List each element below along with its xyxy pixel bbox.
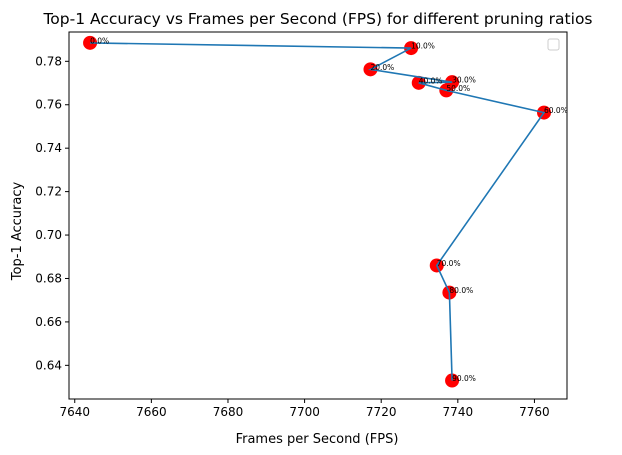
data-point-label: 70.0% <box>437 259 461 268</box>
x-axis-label: Frames per Second (FPS) <box>236 432 399 447</box>
x-tick-label: 7760 <box>519 405 550 419</box>
x-tick-label: 7660 <box>136 405 167 419</box>
y-axis-label: Top-1 Accuracy <box>10 182 25 282</box>
axes-frame <box>68 31 568 400</box>
y-tick-label: 0.70 <box>35 228 62 242</box>
data-point-label: 0.0% <box>90 36 109 45</box>
y-tick-label: 0.78 <box>35 54 62 68</box>
data-point-label: 40.0% <box>419 76 443 85</box>
chart-title: Top-1 Accuracy vs Frames per Second (FPS… <box>42 10 592 28</box>
y-tick-label: 0.68 <box>35 271 62 285</box>
data-point-label: 20.0% <box>370 63 394 72</box>
x-tick-label: 7720 <box>366 405 397 419</box>
legend-box <box>547 38 560 51</box>
x-tick-label: 7740 <box>443 405 474 419</box>
data-point-label: 30.0% <box>452 76 476 85</box>
y-axis-label-group: Top-1 Accuracy <box>10 182 25 282</box>
x-tick-label: 7680 <box>213 405 244 419</box>
y-tick-label: 0.74 <box>35 141 62 155</box>
x-tick-label: 7700 <box>289 405 320 419</box>
y-tick-label: 0.72 <box>35 185 62 199</box>
y-tick-label: 0.66 <box>35 315 62 329</box>
data-point-label: 80.0% <box>449 286 473 295</box>
x-tick-label: 7640 <box>59 405 90 419</box>
data-point-label: 10.0% <box>411 42 435 51</box>
plot-area: 7640 7660 7680 7700 7720 7740 7760 0.64 0.66 0.68… <box>35 35 568 419</box>
data-point-marker <box>445 373 460 388</box>
series-line <box>90 42 546 381</box>
data-point-label: 90.0% <box>452 374 476 383</box>
data-point-label: 60.0% <box>544 106 568 115</box>
data-point-label: 50.0% <box>446 84 470 93</box>
data-point-marker <box>83 35 98 50</box>
y-tick-label: 0.64 <box>35 358 62 372</box>
y-tick-label: 0.76 <box>35 98 62 112</box>
